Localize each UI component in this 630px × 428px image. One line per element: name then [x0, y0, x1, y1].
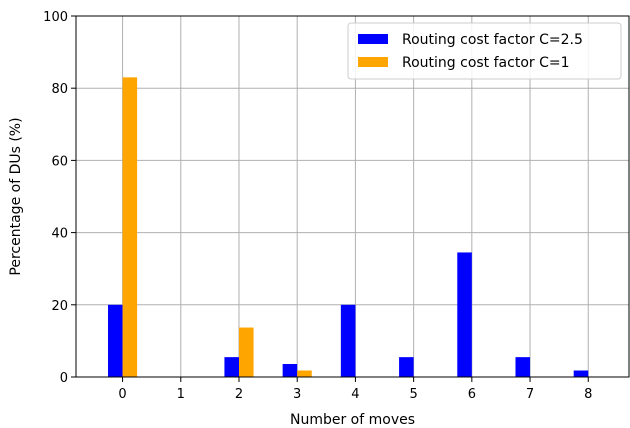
x-tick-label: 8: [584, 387, 592, 402]
bar-c25-4: [340, 304, 356, 377]
legend-entry: Routing cost factor C=2.5: [402, 32, 583, 48]
y-tick-label: 100: [43, 10, 68, 25]
bar-c25-3: [282, 364, 298, 377]
axis-ticks: 0 20 40 60 80 100 0 1 2 3 4 5 6 7 8: [43, 10, 592, 402]
bar-c1-2: [238, 327, 254, 377]
bar-c1-3: [297, 370, 312, 377]
bar-c1-0: [122, 77, 138, 378]
x-tick-label: 7: [526, 387, 534, 402]
y-tick-label: 60: [51, 154, 68, 169]
plot-frame: [75, 15, 630, 378]
x-tick-label: 6: [468, 387, 476, 402]
y-tick-label: 80: [51, 82, 68, 97]
bar-c25-8: [573, 370, 589, 377]
y-axis-label: Percentage of DUs (%): [8, 117, 24, 275]
bar-c25-6: [457, 252, 472, 377]
x-tick-label: 0: [118, 387, 126, 402]
x-tick-label: 2: [235, 387, 243, 402]
bars: [108, 77, 589, 378]
y-tick-label: 20: [51, 299, 68, 314]
y-tick-label: 40: [51, 227, 68, 242]
bar-c25-7: [515, 357, 531, 377]
bar-c25-5: [399, 357, 414, 377]
bar-c25-2: [224, 357, 239, 377]
x-tick-label: 3: [293, 387, 301, 402]
legend: Routing cost factor C=2.5 Routing cost fa…: [347, 22, 622, 80]
x-tick-label: 1: [177, 387, 185, 402]
legend-swatch: [358, 34, 388, 44]
x-tick-label: 5: [409, 387, 417, 402]
y-tick-label: 0: [60, 371, 68, 386]
legend-entry: Routing cost factor C=1: [402, 55, 570, 71]
x-tick-label: 4: [351, 387, 359, 402]
x-axis-label: Number of moves: [290, 412, 415, 428]
bar-c25-0: [108, 304, 123, 377]
legend-box: [347, 22, 622, 80]
legend-swatch: [358, 57, 388, 67]
